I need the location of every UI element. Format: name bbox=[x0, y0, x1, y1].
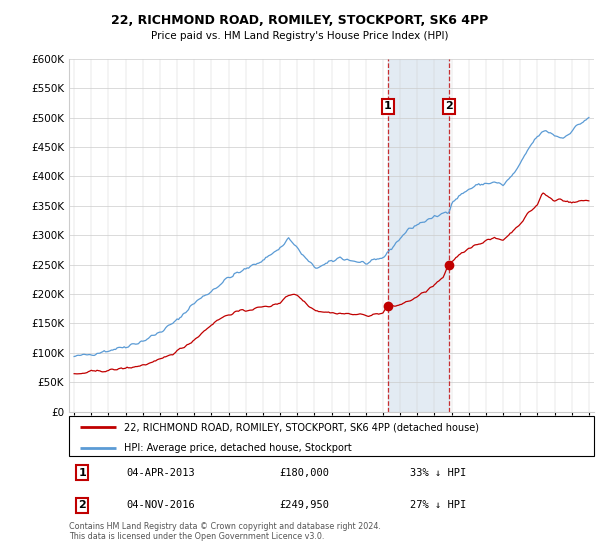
Text: 04-NOV-2016: 04-NOV-2016 bbox=[127, 500, 196, 510]
Text: 2: 2 bbox=[445, 101, 453, 111]
Text: £249,950: £249,950 bbox=[279, 500, 329, 510]
Text: 22, RICHMOND ROAD, ROMILEY, STOCKPORT, SK6 4PP (detached house): 22, RICHMOND ROAD, ROMILEY, STOCKPORT, S… bbox=[124, 422, 479, 432]
Text: 2: 2 bbox=[78, 500, 86, 510]
Text: 04-APR-2013: 04-APR-2013 bbox=[127, 468, 196, 478]
Text: Contains HM Land Registry data © Crown copyright and database right 2024.
This d: Contains HM Land Registry data © Crown c… bbox=[69, 522, 381, 542]
Text: 27% ↓ HPI: 27% ↓ HPI bbox=[410, 500, 467, 510]
Text: 22, RICHMOND ROAD, ROMILEY, STOCKPORT, SK6 4PP: 22, RICHMOND ROAD, ROMILEY, STOCKPORT, S… bbox=[112, 14, 488, 27]
FancyBboxPatch shape bbox=[69, 416, 594, 456]
Text: £180,000: £180,000 bbox=[279, 468, 329, 478]
Text: HPI: Average price, detached house, Stockport: HPI: Average price, detached house, Stoc… bbox=[124, 442, 352, 452]
Text: 1: 1 bbox=[384, 101, 391, 111]
Text: 1: 1 bbox=[78, 468, 86, 478]
Text: 33% ↓ HPI: 33% ↓ HPI bbox=[410, 468, 467, 478]
Bar bbox=[388, 59, 449, 412]
Text: Price paid vs. HM Land Registry's House Price Index (HPI): Price paid vs. HM Land Registry's House … bbox=[151, 31, 449, 41]
